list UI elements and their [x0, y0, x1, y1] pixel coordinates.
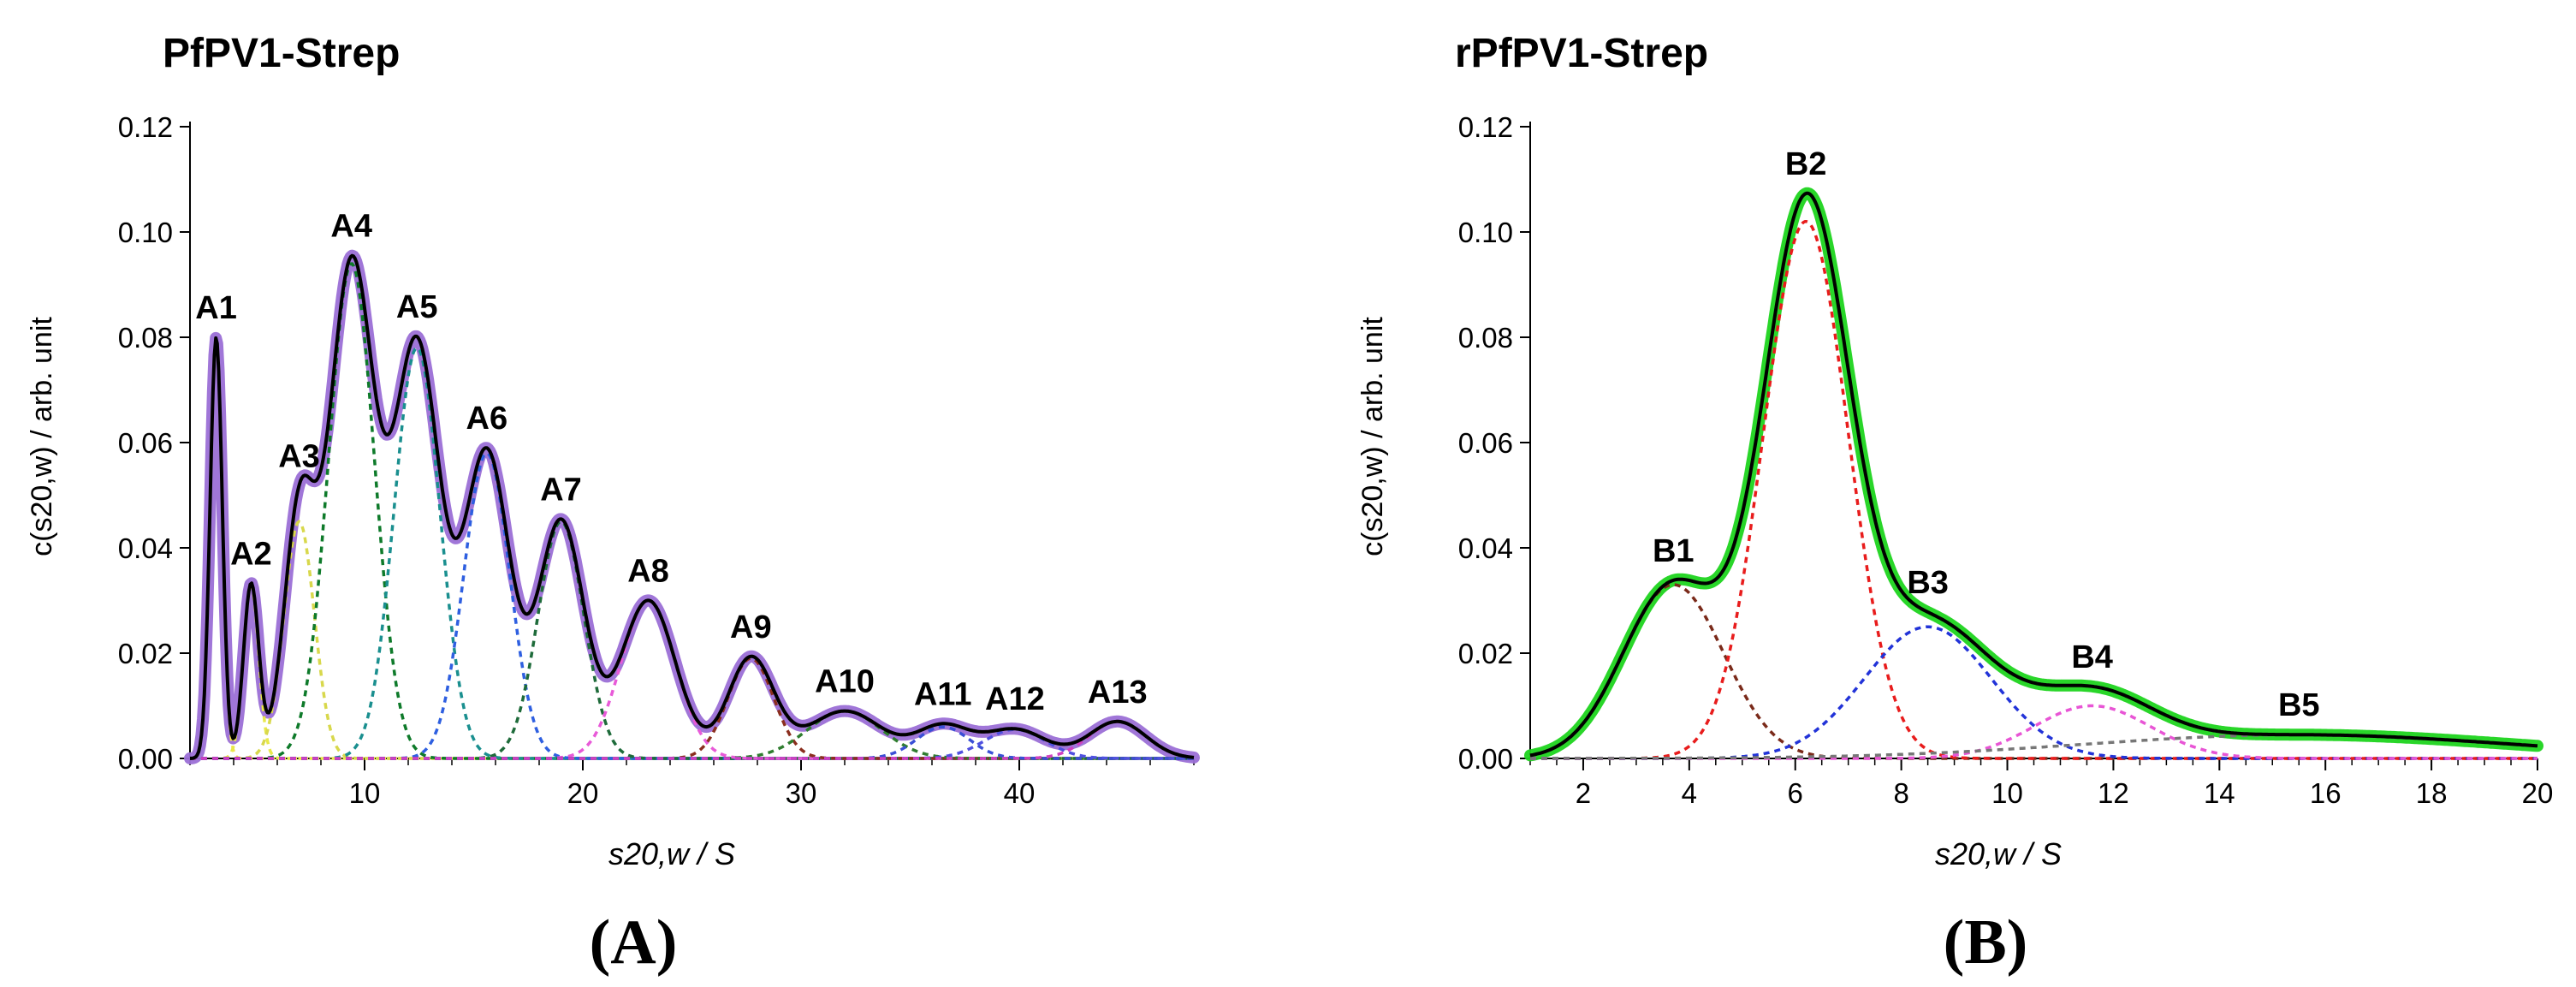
panel-a-xlabel: s20,w / S — [608, 836, 735, 871]
y-tick-label: 0.06 — [118, 427, 173, 459]
panel-b-xlabel: s20,w / S — [1935, 836, 2062, 871]
peak-label-a6: A6 — [466, 401, 508, 437]
peak-fit-line-a5 — [190, 346, 1194, 760]
peak-label-b5: B5 — [2278, 687, 2320, 723]
x-tick-label: 10 — [349, 777, 381, 809]
peak-label-a7: A7 — [540, 472, 582, 508]
y-tick-label: 0.00 — [1458, 743, 1513, 775]
panel-a-caption: (A) — [590, 907, 678, 978]
peak-label-a9: A9 — [730, 609, 772, 645]
panel-b: rPfPV1-Strep c(s20,w) / arb. unit s20,w … — [1356, 31, 2553, 978]
y-tick-label: 0.04 — [1458, 532, 1513, 564]
x-tick-label: 6 — [1788, 777, 1803, 809]
total-fit-line — [1529, 191, 2538, 758]
panel-b-ylabel: c(s20,w) / arb. unit — [1356, 317, 1389, 556]
peak-fit-line-b2 — [1530, 220, 2537, 760]
peak-label-b3: B3 — [1907, 565, 1949, 601]
panel-a-plot: 0.00 0.02 0.04 0.06 0.08 0.10 0.12 10 20 30 40 A1 A2… — [118, 111, 1200, 809]
y-tick-label: 0.08 — [118, 322, 173, 354]
y-tick-label: 0.10 — [118, 217, 173, 248]
data-band-line — [1524, 187, 2543, 762]
x-tick-label: 10 — [1991, 777, 2023, 809]
peak-label-b2: B2 — [1785, 146, 1827, 182]
y-tick-label: 0.12 — [118, 111, 173, 143]
y-tick-label: 0.02 — [118, 638, 173, 669]
peak-label-a1: A1 — [195, 290, 237, 326]
total-fit-line — [189, 253, 1195, 760]
peak-label-b4: B4 — [2071, 639, 2113, 675]
panel-b-plot: 0.00 0.02 0.04 0.06 0.08 0.10 0.12 2 4 6 8 10 12 14 16… — [1458, 111, 2554, 809]
peak-label-a10: A10 — [815, 664, 875, 700]
panel-b-title: rPfPV1-Strep — [1455, 31, 1708, 76]
peak-label-a3: A3 — [278, 438, 320, 474]
panel-b-caption: (B) — [1944, 907, 2028, 978]
y-tick-label: 0.06 — [1458, 427, 1513, 459]
y-tick-label: 0.10 — [1458, 217, 1513, 248]
x-tick-label: 16 — [2310, 777, 2342, 809]
y-tick-label: 0.08 — [1458, 322, 1513, 354]
x-tick-label: 4 — [1682, 777, 1697, 809]
peak-label-a4: A4 — [330, 209, 372, 245]
x-tick-label: 40 — [1004, 777, 1036, 809]
y-tick-label: 0.00 — [118, 743, 173, 775]
x-tick-label: 12 — [2098, 777, 2129, 809]
y-tick-label: 0.04 — [118, 532, 173, 564]
peak-label-b1: B1 — [1653, 533, 1695, 569]
x-tick-label: 8 — [1893, 777, 1908, 809]
peak-fit-line-a13 — [190, 720, 1195, 760]
peak-label-a11: A11 — [914, 676, 972, 712]
peak-label-a13: A13 — [1088, 675, 1148, 711]
peak-label-a5: A5 — [396, 289, 438, 325]
x-tick-label: 2 — [1576, 777, 1591, 809]
x-tick-label: 30 — [786, 777, 817, 809]
panel-a-ylabel: c(s20,w) / arb. unit — [26, 317, 58, 556]
y-tick-label: 0.02 — [1458, 638, 1513, 669]
y-tick-label: 0.12 — [1458, 111, 1513, 143]
panel-a: PfPV1-Strep c(s20,w) / arb. unit s20,w /… — [26, 31, 1200, 978]
x-tick-label: 20 — [567, 777, 599, 809]
x-tick-label: 14 — [2204, 777, 2235, 809]
x-tick-label: 18 — [2416, 777, 2448, 809]
peak-label-a2: A2 — [230, 536, 272, 572]
panel-a-title: PfPV1-Strep — [163, 31, 400, 76]
peak-label-a8: A8 — [627, 553, 669, 589]
x-tick-label: 20 — [2522, 777, 2554, 809]
peak-label-a12: A12 — [985, 681, 1045, 717]
